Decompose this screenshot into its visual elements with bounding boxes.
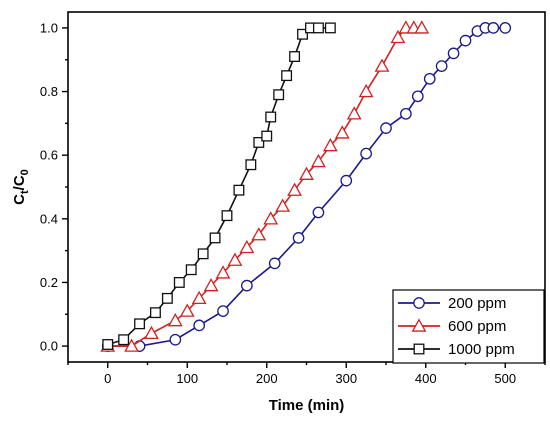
data-point	[144, 325, 159, 340]
y-tick-label: 0.8	[40, 84, 58, 99]
data-point	[245, 159, 257, 171]
y-tick-label: 0.4	[40, 211, 58, 226]
y-tick-label: 0.6	[40, 148, 58, 163]
data-point	[311, 153, 326, 168]
data-point	[263, 211, 279, 225]
data-point	[374, 58, 390, 72]
data-point	[380, 122, 392, 134]
data-point	[414, 20, 430, 34]
data-point	[487, 22, 500, 34]
data-point	[312, 206, 325, 219]
axis-ticks: 0 100 200 300 400 500 0.0 0.2 0.4 0.6 0.8 1.0	[40, 20, 546, 386]
data-point	[215, 265, 231, 279]
data-point	[360, 147, 372, 160]
x-tick-label: 0	[104, 371, 111, 386]
legend-swatch-marker	[413, 297, 425, 309]
data-point	[281, 70, 293, 82]
data-point	[423, 72, 436, 85]
data-point	[191, 290, 207, 305]
legend-item: 1000 ppm	[398, 341, 515, 358]
data-point	[299, 166, 314, 180]
data-point	[197, 248, 209, 260]
data-point	[173, 277, 185, 288]
data-point	[124, 338, 140, 352]
y-axis-title-main: C	[11, 194, 28, 205]
data-point	[459, 34, 472, 47]
legend-label: 600 ppm	[448, 318, 506, 335]
data-point	[251, 227, 267, 241]
data-point	[227, 252, 243, 266]
x-tick-label: 400	[415, 371, 437, 386]
y-tick-label: 0.0	[40, 339, 58, 354]
data-point	[400, 107, 412, 120]
data-point	[209, 232, 221, 244]
data-point	[102, 339, 114, 350]
data-point	[217, 305, 229, 317]
data-point	[253, 137, 265, 148]
legend: 200 ppm 600 ppm 1000 ppm	[392, 289, 545, 364]
data-point	[411, 90, 424, 103]
data-point	[134, 318, 146, 330]
series-2	[102, 22, 336, 350]
legend-swatch-marker	[411, 318, 427, 332]
series-line	[107, 27, 331, 346]
data-point	[435, 60, 448, 72]
data-point	[340, 174, 353, 187]
data-point	[275, 198, 291, 212]
data-point	[241, 279, 253, 292]
data-point	[149, 307, 161, 319]
series-0	[101, 22, 512, 352]
series-layer	[100, 20, 512, 352]
series-line	[107, 27, 422, 347]
data-point	[185, 264, 197, 276]
y-tick-label: 0.2	[40, 275, 58, 290]
legend-item: 200 ppm	[398, 295, 506, 312]
y-axis-title: Ct/C0	[11, 169, 31, 205]
x-tick-label: 500	[494, 371, 516, 386]
data-point	[233, 184, 245, 196]
data-point	[193, 319, 206, 332]
data-point	[289, 51, 301, 62]
x-tick-label: 200	[256, 371, 278, 386]
data-point	[118, 334, 130, 346]
data-point	[179, 303, 195, 317]
legend-item: 600 ppm	[398, 318, 506, 335]
data-point	[390, 29, 406, 44]
legend-swatch-marker	[413, 343, 425, 355]
series-1	[100, 20, 430, 352]
data-point	[167, 312, 183, 327]
x-axis-title: Time (min)	[269, 397, 345, 414]
legend-label: 1000 ppm	[448, 341, 515, 358]
data-point	[161, 292, 173, 304]
y-axis-title-mid: /C	[11, 175, 28, 190]
legend-label: 200 ppm	[448, 295, 506, 312]
series-line	[107, 27, 506, 347]
data-point	[334, 125, 350, 139]
data-point	[203, 277, 219, 292]
data-point	[346, 106, 362, 120]
y-tick-label: 1.0	[40, 20, 58, 35]
data-point	[169, 333, 182, 346]
data-point	[265, 111, 277, 123]
data-point	[322, 137, 338, 152]
data-point	[239, 239, 255, 254]
data-point	[268, 257, 281, 270]
data-point	[221, 210, 233, 222]
data-point	[312, 22, 324, 34]
data-point	[358, 83, 374, 98]
data-point	[287, 182, 302, 196]
y-axis-title-sub2: 0	[19, 169, 31, 175]
data-point	[273, 89, 285, 101]
data-point	[324, 22, 336, 34]
data-point	[292, 232, 305, 244]
data-point	[261, 130, 273, 142]
x-tick-label: 300	[335, 371, 357, 386]
data-point	[447, 47, 460, 60]
x-tick-label: 100	[176, 371, 198, 386]
data-point	[499, 22, 512, 34]
y-axis-title-sub1: t	[19, 190, 31, 194]
data-point	[297, 28, 308, 40]
